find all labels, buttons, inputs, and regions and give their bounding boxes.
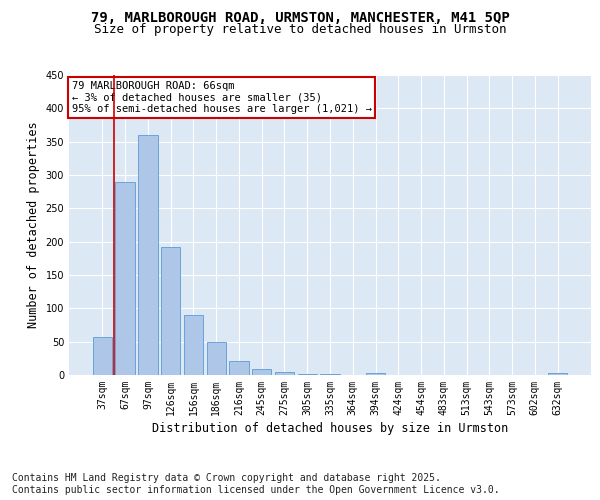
Text: Size of property relative to detached houses in Urmston: Size of property relative to detached ho… [94,24,506,36]
Text: 79, MARLBOROUGH ROAD, URMSTON, MANCHESTER, M41 5QP: 79, MARLBOROUGH ROAD, URMSTON, MANCHESTE… [91,10,509,24]
Bar [298,374,317,375]
Bar [229,361,248,375]
Bar [93,337,112,375]
Bar [184,315,203,375]
Text: Contains HM Land Registry data © Crown copyright and database right 2025.
Contai: Contains HM Land Registry data © Crown c… [12,474,500,495]
Text: 79 MARLBOROUGH ROAD: 66sqm
← 3% of detached houses are smaller (35)
95% of semi-: 79 MARLBOROUGH ROAD: 66sqm ← 3% of detac… [71,81,371,114]
Bar [275,372,294,375]
Y-axis label: Number of detached properties: Number of detached properties [27,122,40,328]
Bar [115,182,135,375]
Bar [161,247,181,375]
Bar [138,135,158,375]
Bar [320,374,340,375]
Bar [252,369,271,375]
Bar [548,373,567,375]
Bar [366,373,385,375]
Bar [206,342,226,375]
X-axis label: Distribution of detached houses by size in Urmston: Distribution of detached houses by size … [152,422,508,435]
